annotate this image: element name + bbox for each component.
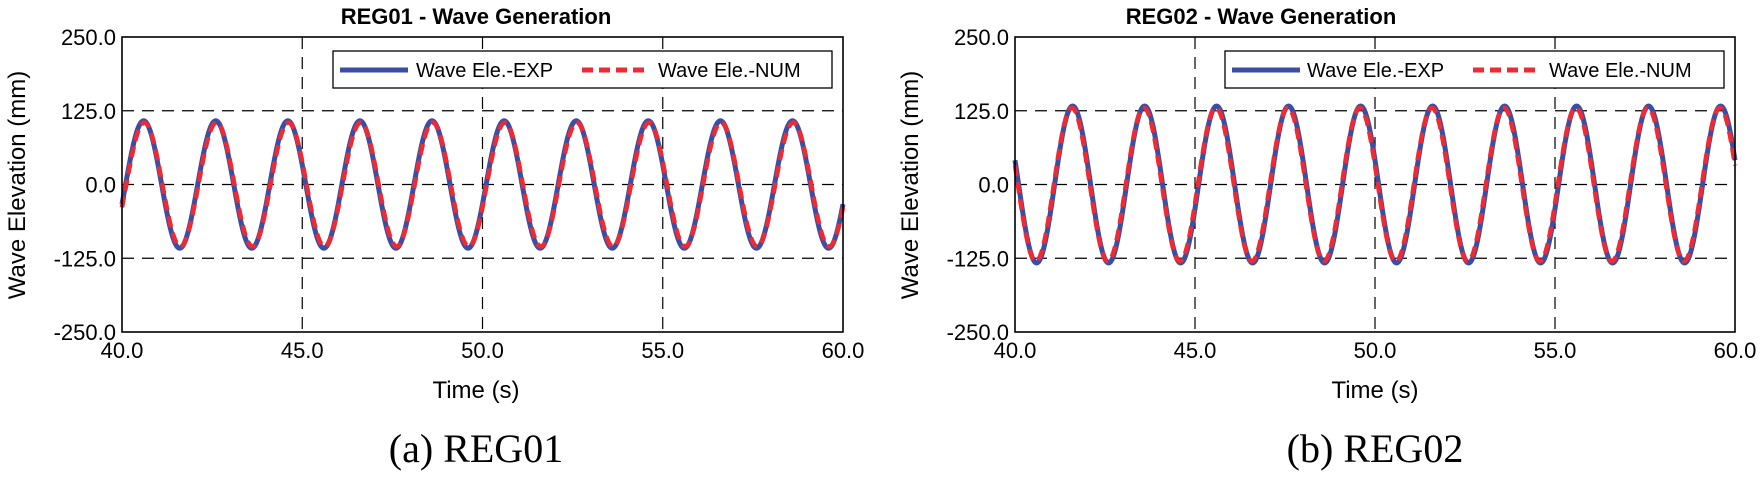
x-tick-label: 55.0 bbox=[1534, 338, 1577, 363]
y-tick-label: 250.0 bbox=[954, 25, 1009, 50]
y-tick-label: -125.0 bbox=[947, 246, 1009, 271]
x-tick-labels: 40.0 45.0 50.0 55.0 60.0 bbox=[994, 338, 1757, 363]
y-tick-label: -125.0 bbox=[54, 246, 116, 271]
x-tick-labels: 40.0 45.0 50.0 55.0 60.0 bbox=[101, 338, 865, 363]
plot-frame bbox=[121, 36, 844, 333]
y-tick-label: -250.0 bbox=[54, 320, 116, 345]
x-axis-label: Time (s) bbox=[432, 377, 519, 404]
legend-label-exp: Wave Ele.-EXP bbox=[1307, 60, 1444, 82]
series-line-num bbox=[1012, 105, 1738, 264]
panel-caption: (b) REG02 bbox=[1287, 426, 1464, 471]
series-line-num bbox=[119, 120, 846, 249]
y-tick-label: 125.0 bbox=[61, 99, 116, 124]
x-tick-label: 50.0 bbox=[1354, 338, 1397, 363]
x-tick-label: 60.0 bbox=[1714, 338, 1757, 363]
y-tick-labels: 250.0 125.0 0.0 -125.0 -250.0 bbox=[947, 25, 1009, 345]
y-tick-label: 0.0 bbox=[85, 173, 116, 198]
y-axis-label: Wave Elevation (mm) bbox=[897, 71, 924, 300]
chart-title: REG01 - Wave Generation bbox=[341, 4, 612, 29]
x-tick-label: 60.0 bbox=[822, 338, 865, 363]
y-tick-label: 125.0 bbox=[954, 99, 1009, 124]
grid-lines bbox=[122, 37, 843, 332]
x-tick-label: 40.0 bbox=[994, 338, 1037, 363]
y-tick-label: -250.0 bbox=[947, 320, 1009, 345]
y-axis-label: Wave Elevation (mm) bbox=[4, 71, 31, 300]
x-tick-label: 50.0 bbox=[461, 338, 504, 363]
legend: Wave Ele.-EXP Wave Ele.-NUM bbox=[1224, 50, 1725, 89]
plot-frame bbox=[1014, 36, 1736, 333]
x-tick-label: 45.0 bbox=[1174, 338, 1217, 363]
series-lines bbox=[1012, 103, 1738, 266]
x-tick-label: 55.0 bbox=[641, 338, 684, 363]
x-axis-label: Time (s) bbox=[1331, 377, 1418, 404]
legend-label-exp: Wave Ele.-EXP bbox=[416, 60, 553, 82]
legend-label-num: Wave Ele.-NUM bbox=[1549, 60, 1692, 82]
y-tick-label: 250.0 bbox=[61, 25, 116, 50]
x-tick-label: 45.0 bbox=[281, 338, 324, 363]
panel-reg02: REG02 - Wave Generation 250.0 125.0 0.0 -12… bbox=[897, 4, 1756, 471]
panel-caption: (a) REG01 bbox=[389, 426, 563, 471]
x-tick-label: 40.0 bbox=[101, 338, 144, 363]
panel-reg01: REG01 - Wave Generation 250.0 125.0 0.0 -12… bbox=[4, 4, 864, 471]
series-lines bbox=[119, 118, 846, 251]
legend: Wave Ele.-EXP Wave Ele.-NUM bbox=[332, 50, 833, 89]
legend-label-num: Wave Ele.-NUM bbox=[658, 60, 801, 82]
y-tick-label: 0.0 bbox=[978, 173, 1009, 198]
chart-title: REG02 - Wave Generation bbox=[1126, 4, 1397, 29]
y-tick-labels: 250.0 125.0 0.0 -125.0 -250.0 bbox=[54, 25, 116, 345]
